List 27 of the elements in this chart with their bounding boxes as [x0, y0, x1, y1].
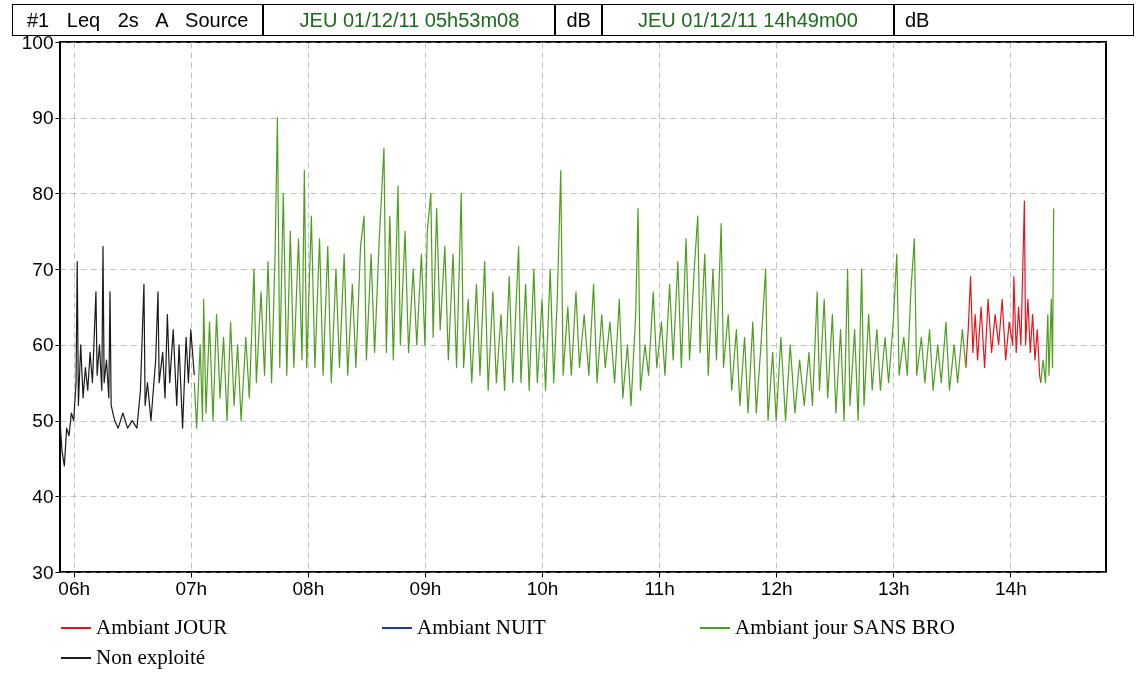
y-tick-label: 100 — [21, 31, 54, 53]
x-tick-label: 07h — [175, 577, 208, 599]
legend-label: Ambiant JOUR — [96, 615, 228, 639]
y-tick-label: 40 — [32, 485, 54, 507]
y-tick-label: 70 — [32, 258, 54, 280]
legend-label: Ambiant NUIT — [417, 615, 547, 639]
text: dB — [554, 5, 601, 35]
x-tick-label: 12h — [760, 577, 793, 599]
x-tick-label: 13h — [877, 577, 910, 599]
text: JEU 01/12/11 14h49m00 — [600, 5, 893, 35]
y-tick-label: 50 — [32, 410, 54, 432]
x-tick-label: 08h — [292, 577, 325, 599]
text: dB — [892, 5, 940, 35]
y-tick-label: 30 — [32, 561, 54, 583]
x-tick-label: 10h — [526, 577, 559, 599]
y-tick-label: 80 — [32, 182, 54, 204]
legend-label: Non exploité — [96, 645, 206, 669]
y-tick-label: 90 — [32, 107, 54, 129]
x-tick-label: 11h — [644, 577, 675, 599]
line-series — [60, 245, 195, 467]
x-tick-label: 14h — [994, 577, 1027, 599]
chart-title: #1 Leq 2s A Source — [26, 8, 250, 32]
x-tick-label: 06h — [58, 577, 91, 599]
y-tick-label: 60 — [32, 334, 54, 356]
x-tick-label: 09h — [409, 577, 442, 599]
legend-label: Ambiant jour SANS BRO — [735, 615, 955, 639]
text: JEU 01/12/11 05h53m08 — [262, 5, 555, 35]
